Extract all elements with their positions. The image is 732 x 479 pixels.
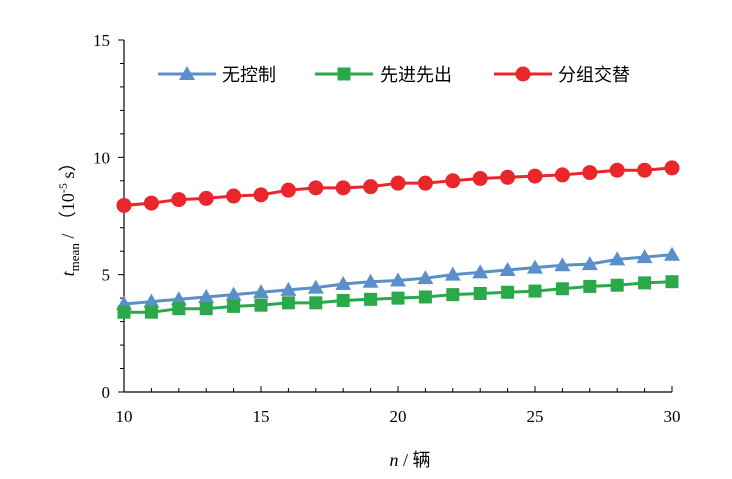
data-point — [253, 187, 269, 203]
y-tick-label: 10 — [93, 148, 110, 167]
data-point — [171, 192, 187, 208]
series-square — [117, 275, 679, 319]
data-point — [473, 286, 487, 300]
y-axis-label: tmean / （10-5 s） — [56, 154, 82, 277]
data-point — [664, 160, 680, 176]
legend-label: 分组交替 — [558, 65, 630, 86]
data-point — [117, 305, 131, 319]
data-point — [143, 195, 159, 211]
legend-swatch-marker — [337, 67, 351, 81]
data-point — [335, 180, 351, 196]
data-point — [336, 293, 350, 307]
x-tick-label: 15 — [253, 407, 270, 426]
y-axis-unit-post: s） — [58, 154, 78, 184]
y-axis-sep: / — [58, 229, 78, 243]
y-axis-subscript: mean — [67, 243, 82, 272]
data-point — [418, 290, 432, 304]
legend-item: 无控制 — [158, 65, 276, 86]
data-point — [226, 188, 242, 204]
x-tick-label: 30 — [664, 407, 681, 426]
legend: 无控制 先进先出 分组交替 — [158, 65, 630, 86]
x-tick-label: 25 — [527, 407, 544, 426]
data-point — [254, 298, 268, 312]
data-point — [253, 284, 269, 299]
data-point — [472, 170, 488, 186]
y-axis-unit-exp: -5 — [56, 183, 70, 193]
data-point — [501, 285, 515, 299]
data-point — [280, 182, 296, 198]
x-tick-label: 10 — [116, 407, 133, 426]
data-point — [307, 279, 324, 294]
ticks: 0 5 10 15 10 15 20 25 30 — [93, 31, 681, 426]
y-tick-label: 5 — [102, 266, 111, 285]
data-point — [144, 305, 158, 319]
data-point — [417, 175, 433, 191]
data-point — [417, 270, 434, 285]
legend-item: 先进先出 — [315, 65, 452, 86]
x-tick-label: 20 — [390, 407, 407, 426]
y-axis-unit-pre: （10 — [58, 193, 78, 229]
data-point — [198, 190, 214, 206]
y-axis-var: t — [58, 270, 78, 276]
data-point — [116, 197, 132, 213]
data-point — [390, 175, 406, 191]
data-point — [582, 165, 598, 181]
data-point — [527, 259, 543, 274]
data-point — [199, 302, 213, 316]
data-point — [364, 292, 378, 306]
data-point — [362, 273, 379, 288]
data-point — [636, 249, 653, 264]
data-point — [665, 275, 679, 289]
x-axis-sep: / — [398, 450, 412, 470]
data-point — [499, 261, 516, 276]
data-point — [583, 279, 597, 293]
data-point — [363, 179, 379, 195]
axes — [123, 40, 672, 393]
data-point — [555, 282, 569, 296]
x-axis-unit: 辆 — [413, 450, 431, 471]
legend-swatch-marker — [515, 66, 531, 82]
data-point — [500, 169, 516, 185]
data-point — [170, 291, 187, 306]
data-point — [308, 180, 324, 196]
data-point — [390, 272, 406, 287]
y-tick-label: 0 — [102, 383, 111, 402]
data-point — [446, 288, 460, 302]
data-point — [335, 276, 352, 291]
data-point — [309, 296, 323, 310]
data-point — [581, 256, 598, 271]
legend-label: 无控制 — [222, 65, 276, 86]
data-point — [609, 251, 626, 266]
data-point — [527, 168, 543, 184]
series-circle — [116, 160, 680, 213]
data-point — [638, 276, 652, 290]
legend-swatch-marker — [179, 66, 195, 80]
x-axis-var: n — [389, 450, 398, 470]
series-layer — [116, 160, 680, 319]
data-point — [198, 288, 215, 303]
data-point — [391, 291, 405, 305]
data-point — [472, 264, 489, 279]
data-point — [225, 286, 242, 301]
data-point — [554, 257, 571, 272]
legend-item: 分组交替 — [494, 65, 630, 86]
data-point — [172, 302, 186, 316]
data-point — [281, 296, 295, 310]
data-point — [444, 266, 461, 281]
data-point — [610, 278, 624, 292]
data-point — [664, 246, 680, 261]
data-point — [609, 162, 625, 178]
y-tick-label: 15 — [93, 31, 110, 50]
x-axis-label: n / 辆 — [389, 450, 430, 471]
data-point — [528, 284, 542, 298]
data-point — [445, 173, 461, 189]
data-point — [280, 281, 297, 296]
data-point — [637, 162, 653, 178]
data-point — [143, 293, 160, 308]
data-point — [227, 299, 241, 313]
legend-label: 先进先出 — [380, 65, 452, 86]
data-point — [554, 167, 570, 183]
